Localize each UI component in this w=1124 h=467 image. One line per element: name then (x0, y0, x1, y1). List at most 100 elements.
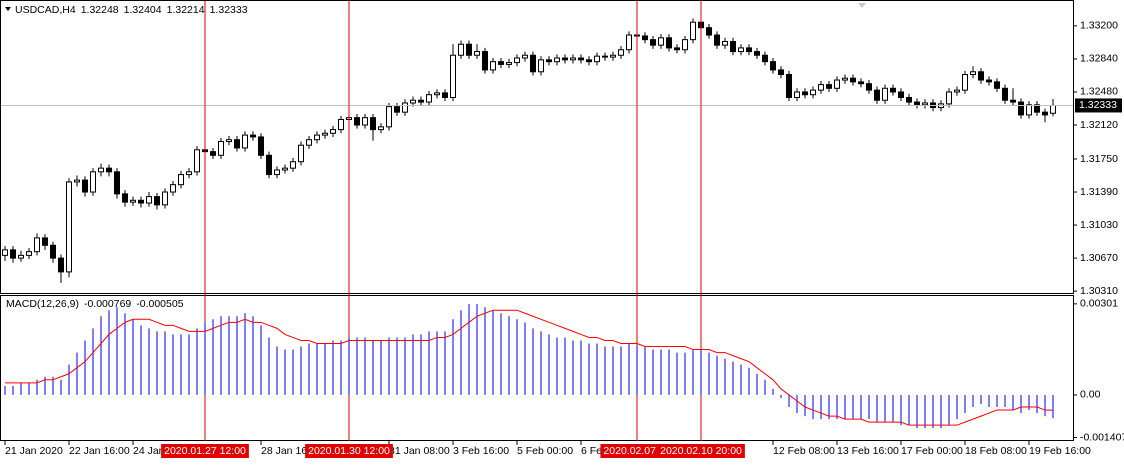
candle-body (234, 139, 240, 149)
candle-body (746, 47, 752, 53)
candle-body (154, 196, 160, 206)
x-tick-label: 12 Feb 08:00 (773, 445, 835, 457)
candle-body (890, 87, 896, 93)
candle-body (530, 54, 536, 73)
candle-body (850, 77, 856, 83)
candle-body (1002, 87, 1008, 101)
candle-body (666, 37, 672, 49)
candle-body (418, 99, 424, 103)
x-tick-label: 31 Jan 08:00 (389, 445, 450, 457)
candle-body (842, 77, 848, 81)
vertical-line-label-box (305, 444, 393, 458)
candle-body (50, 244, 56, 259)
current-price-label: 1.32333 (1079, 99, 1117, 111)
candle-body (66, 181, 72, 273)
candle-body (650, 39, 656, 46)
candle-body (554, 57, 560, 63)
indicator-header: MACD(12,26,9) -0.000769 -0.000505 (6, 298, 184, 310)
candle-body (490, 61, 496, 71)
candle-body (546, 59, 552, 63)
vertical-line-label-box (657, 444, 745, 458)
candle-body (82, 179, 88, 193)
candle-body (786, 74, 792, 98)
candle-body (138, 199, 144, 204)
candle-body (562, 57, 568, 61)
current-price-box (1075, 98, 1122, 113)
y-tick-label: 1.30670 (1080, 252, 1118, 264)
candle-body (10, 249, 16, 259)
candle-body (858, 81, 864, 85)
candle-body (330, 129, 336, 134)
candle-body (626, 34, 632, 51)
candle-body (642, 35, 648, 41)
candle-body (1018, 101, 1024, 116)
candle-body (90, 171, 96, 193)
candle-body (978, 71, 984, 81)
candle-body (354, 117, 360, 126)
candle-body (818, 84, 824, 91)
candle-body (442, 92, 448, 98)
candle-body (826, 84, 832, 89)
candle-body (706, 27, 712, 36)
x-tick-label: 5 Feb 00:00 (517, 445, 573, 457)
candle-body (738, 47, 744, 53)
candle-body (874, 89, 880, 101)
candle-body (450, 54, 456, 98)
header-price: 1.32333 (210, 4, 248, 16)
candle-body (26, 251, 32, 256)
macd-panel-frame (0, 295, 1074, 441)
candle-body (594, 55, 600, 63)
y-tick-label: 1.31030 (1080, 219, 1118, 231)
x-tick-label: 19 Feb 16:00 (1029, 445, 1091, 457)
header-price: 1.32404 (124, 4, 162, 16)
symbol-menu-arrow[interactable] (5, 7, 11, 11)
candle-body (1034, 104, 1040, 113)
indicator-value: -0.000505 (136, 298, 183, 310)
candle-body (378, 126, 384, 131)
candle-body (74, 179, 80, 183)
candle-body (794, 91, 800, 98)
header-symbol: USDCAD,H4 (15, 4, 76, 16)
candle-body (994, 81, 1000, 89)
candle-body (106, 167, 112, 173)
candle-body (866, 83, 872, 91)
candle-body (954, 89, 960, 93)
header-price: 1.32248 (81, 4, 119, 16)
candle-body (770, 61, 776, 71)
vertical-line-label: 2020.01.30 12:00 (308, 445, 390, 457)
candle-body (130, 199, 136, 203)
candle-body (658, 37, 664, 46)
candle-body (122, 193, 128, 203)
y-tick-label: 1.32840 (1080, 53, 1118, 65)
candle-body (322, 132, 328, 136)
candle-body (586, 59, 592, 63)
candle-body (362, 117, 368, 126)
candle-body (914, 101, 920, 106)
candle-body (922, 102, 928, 106)
candle-body (146, 196, 152, 204)
candle-body (42, 237, 48, 246)
chart-shift-marker (858, 3, 866, 8)
candle-body (114, 171, 120, 195)
candle-body (18, 254, 24, 259)
vertical-line-label: 2020.02.07 12 (603, 445, 670, 457)
candle-body (226, 139, 232, 143)
candle-body (218, 141, 224, 156)
candle-body (578, 57, 584, 61)
candle-body (394, 106, 400, 113)
candle-body (282, 167, 288, 171)
candle-body (402, 102, 408, 113)
x-tick-label: 22 Jan 16:00 (69, 445, 130, 457)
candle-body (722, 40, 728, 46)
candle-body (410, 99, 416, 104)
candle-body (1026, 104, 1032, 116)
candle-body (506, 62, 512, 65)
candle-body (1042, 111, 1048, 116)
candle-body (250, 134, 256, 138)
candle-body (474, 51, 480, 56)
candle-body (682, 39, 688, 51)
candle-body (690, 21, 696, 41)
candle-body (762, 54, 768, 63)
